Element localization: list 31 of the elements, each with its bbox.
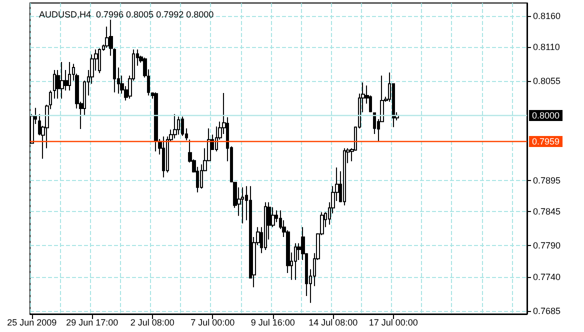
y-tick-label: 0.8110 <box>533 42 560 52</box>
x-tick-label: 14 Jul 08:00 <box>308 318 358 328</box>
candlestick <box>60 61 64 100</box>
ref-line-label: 0.7959 <box>532 136 560 146</box>
x-tick-label: 2 Jul 08:00 <box>130 318 174 328</box>
text: AUDUSD,H4 0.7996 0.8005 0.7992 0.8000 <box>39 10 214 20</box>
candlestick <box>162 136 165 178</box>
x-tick-label: 17 Jul 00:00 <box>368 318 418 328</box>
x-tick-label: 29 Jun 17:00 <box>66 318 118 328</box>
candlestick <box>173 114 177 139</box>
y-tick-label: 0.7895 <box>533 176 561 186</box>
candlestick <box>343 148 346 206</box>
x-tick-label: 9 Jul 16:00 <box>250 318 295 328</box>
ref-line-label: 0.8000 <box>532 110 560 120</box>
candlestick <box>264 202 267 251</box>
candlestick <box>154 92 158 152</box>
candlestick <box>294 242 297 280</box>
y-tick-label: 0.8160 <box>533 11 561 22</box>
y-tick-label: 0.8055 <box>533 76 561 86</box>
candlestick <box>181 116 184 136</box>
y-tick-label: 0.7685 <box>533 306 561 316</box>
candlestick <box>68 61 71 92</box>
candlestick <box>98 48 101 74</box>
y-tick-label: 0.7845 <box>533 206 561 217</box>
candlestick <box>241 186 244 224</box>
y-tick-label: 0.7740 <box>533 272 561 282</box>
candlestick <box>53 70 56 100</box>
y-tick-label: 0.7790 <box>533 240 561 251</box>
candlestick <box>177 116 180 136</box>
x-tick-label: 25 Jun 2009 <box>7 318 57 328</box>
x-tick-label: 7 Jul 00:00 <box>190 318 235 328</box>
